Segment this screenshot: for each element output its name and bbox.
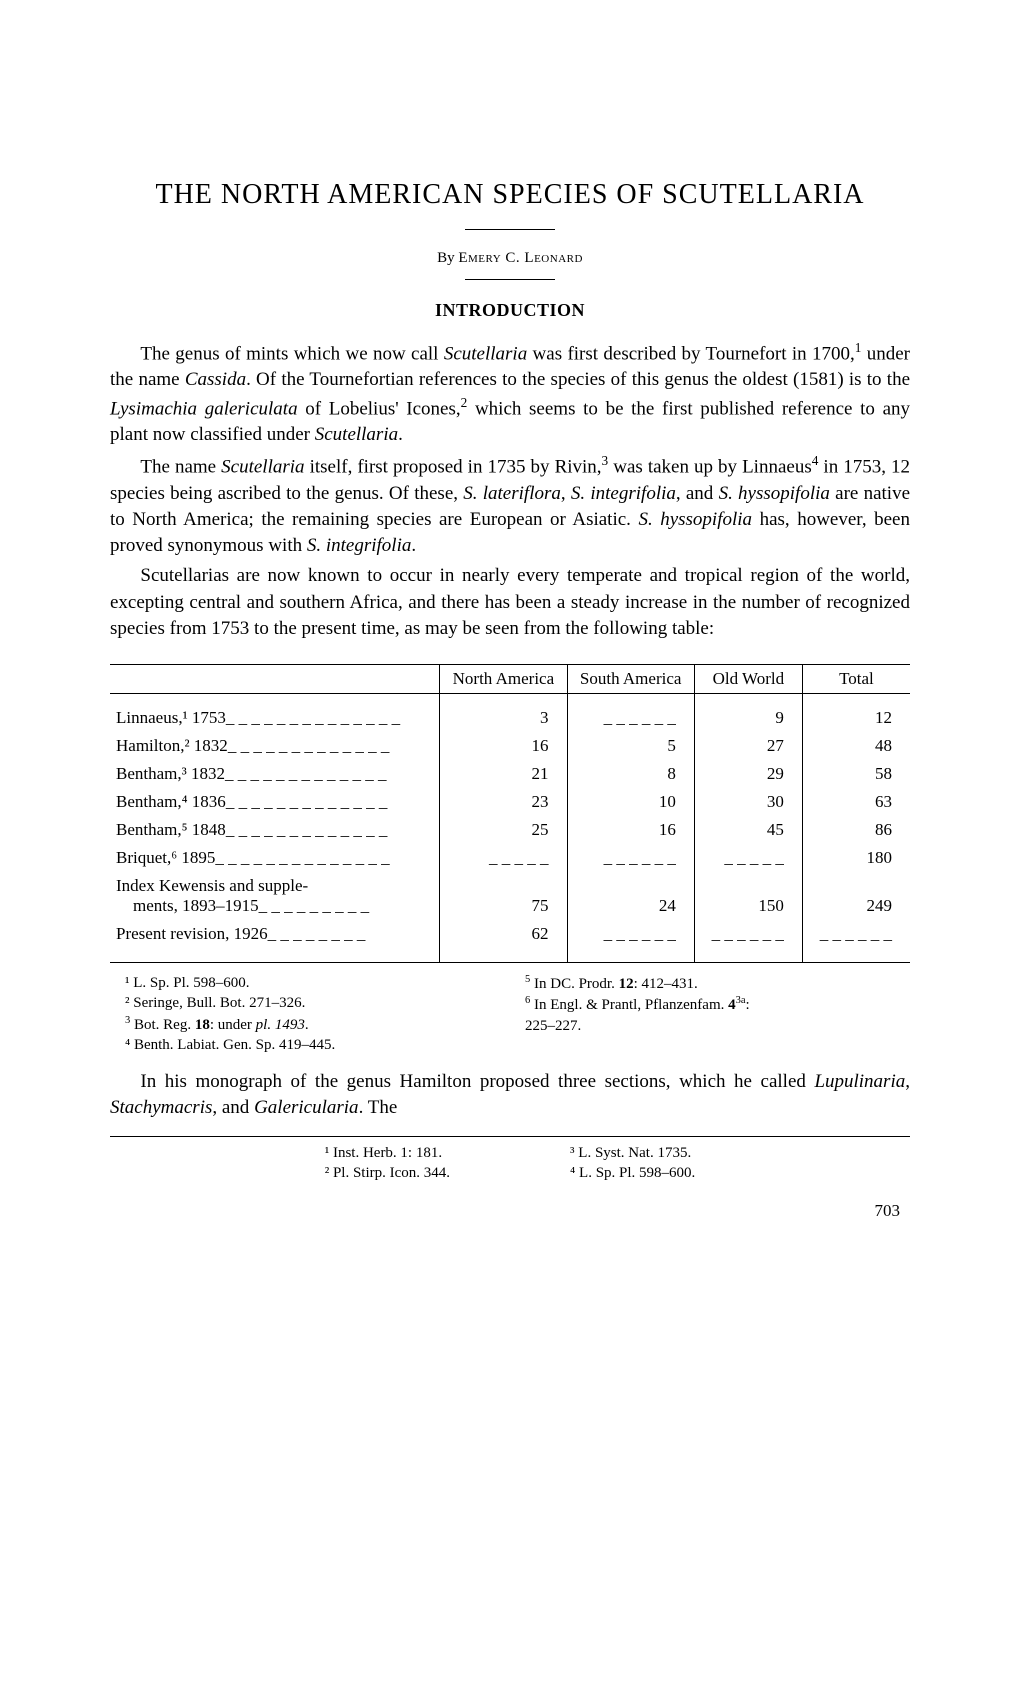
cell-ow: 45 (694, 816, 802, 844)
paragraph-1: The genus of mints which we now call Scu… (110, 339, 910, 449)
cell-tot: 249 (802, 872, 910, 920)
title-rule (465, 229, 555, 230)
cell-ow: 30 (694, 788, 802, 816)
table-fn: ¹ L. Sp. Pl. 598–600. (110, 973, 510, 993)
table-footnotes-left: ¹ L. Sp. Pl. 598–600. ² Seringe, Bull. B… (110, 973, 510, 1055)
col-south-america: South America (567, 665, 694, 694)
table-row: Bentham,³ 1832_ _ _ _ _ _ _ _ _ _ _ _ _ … (110, 760, 910, 788)
cell-tot: 48 (802, 732, 910, 760)
table-fn: ² Seringe, Bull. Bot. 271–326. (110, 993, 510, 1013)
cell-sa: 10 (567, 788, 694, 816)
col-total: Total (802, 665, 910, 694)
cell-ow: 9 (694, 694, 802, 733)
page-fn: ³ L. Syst. Nat. 1735. (570, 1143, 695, 1163)
table-row: Present revision, 1926_ _ _ _ _ _ _ _ 62… (110, 920, 910, 948)
cell-ow: _ _ _ _ _ _ (694, 920, 802, 948)
section-heading: INTRODUCTION (110, 300, 910, 321)
cell-label: Present revision, 1926_ _ _ _ _ _ _ _ (110, 920, 440, 948)
table-row: Briquet,⁶ 1895_ _ _ _ _ _ _ _ _ _ _ _ _ … (110, 844, 910, 872)
cell-sa: 16 (567, 816, 694, 844)
cell-sa: 24 (567, 872, 694, 920)
page-fn: ⁴ L. Sp. Pl. 598–600. (570, 1163, 695, 1183)
cell-label: Hamilton,² 1832_ _ _ _ _ _ _ _ _ _ _ _ _ (110, 732, 440, 760)
cell-label: Index Kewensis and supple- ments, 1893–1… (110, 872, 440, 920)
cell-label: Bentham,³ 1832_ _ _ _ _ _ _ _ _ _ _ _ _ (110, 760, 440, 788)
cell-ow: _ _ _ _ _ (694, 844, 802, 872)
page-fn: ² Pl. Stirp. Icon. 344. (325, 1163, 450, 1183)
page-footnotes-left: ¹ Inst. Herb. 1: 181. ² Pl. Stirp. Icon.… (325, 1143, 450, 1184)
page-fn: ¹ Inst. Herb. 1: 181. (325, 1143, 450, 1163)
cell-tot: _ _ _ _ _ _ (802, 920, 910, 948)
byline-rule (465, 279, 555, 280)
cell-tot: 58 (802, 760, 910, 788)
species-table: North America South America Old World To… (110, 664, 910, 963)
table-header-row: North America South America Old World To… (110, 665, 910, 694)
cell-na: 25 (440, 816, 567, 844)
cell-ow: 29 (694, 760, 802, 788)
byline-by: By (437, 250, 455, 266)
cell-sa: _ _ _ _ _ _ (567, 844, 694, 872)
table-row: Hamilton,² 1832_ _ _ _ _ _ _ _ _ _ _ _ _… (110, 732, 910, 760)
page-title: THE NORTH AMERICAN SPECIES OF SCUTELLARI… (110, 179, 910, 211)
col-source (110, 665, 440, 694)
cell-label: Bentham,⁵ 1848_ _ _ _ _ _ _ _ _ _ _ _ _ (110, 816, 440, 844)
footnote-rule (110, 1136, 910, 1137)
page-footnotes: ¹ Inst. Herb. 1: 181. ² Pl. Stirp. Icon.… (110, 1143, 910, 1184)
cell-na: 75 (440, 872, 567, 920)
cell-ow: 150 (694, 872, 802, 920)
page-number: 703 (110, 1201, 910, 1221)
byline-author: Emery C. Leonard (458, 250, 583, 266)
cell-na: 3 (440, 694, 567, 733)
cell-na: 23 (440, 788, 567, 816)
cell-sa: 8 (567, 760, 694, 788)
page-footnotes-right: ³ L. Syst. Nat. 1735. ⁴ L. Sp. Pl. 598–6… (570, 1143, 695, 1184)
cell-tot: 12 (802, 694, 910, 733)
cell-tot: 86 (802, 816, 910, 844)
cell-na: 16 (440, 732, 567, 760)
table-footnotes-right: 5 In DC. Prodr. 12: 412–431. 6 In Engl. … (510, 973, 910, 1055)
cell-na: 21 (440, 760, 567, 788)
cell-label: Briquet,⁶ 1895_ _ _ _ _ _ _ _ _ _ _ _ _ … (110, 844, 440, 872)
table-row: Linnaeus,¹ 1753_ _ _ _ _ _ _ _ _ _ _ _ _… (110, 694, 910, 733)
table-footnotes: ¹ L. Sp. Pl. 598–600. ² Seringe, Bull. B… (110, 973, 910, 1055)
table-bottom-rule (110, 948, 910, 963)
cell-sa: _ _ _ _ _ _ (567, 694, 694, 733)
cell-na: _ _ _ _ _ (440, 844, 567, 872)
paragraph-4: In his monograph of the genus Hamilton p… (110, 1069, 910, 1121)
table-fn: 3 Bot. Reg. 18: under pl. 1493. (110, 1014, 510, 1035)
cell-tot: 180 (802, 844, 910, 872)
col-north-america: North America (440, 665, 567, 694)
paragraph-3: Scutellarias are now known to occur in n… (110, 563, 910, 642)
table-row: Bentham,⁵ 1848_ _ _ _ _ _ _ _ _ _ _ _ _ … (110, 816, 910, 844)
cell-sa: 5 (567, 732, 694, 760)
byline: By Emery C. Leonard (110, 250, 910, 267)
cell-tot: 63 (802, 788, 910, 816)
table-fn: ⁴ Benth. Labiat. Gen. Sp. 419–445. (110, 1035, 510, 1055)
cell-sa: _ _ _ _ _ _ (567, 920, 694, 948)
cell-label: Bentham,⁴ 1836_ _ _ _ _ _ _ _ _ _ _ _ _ (110, 788, 440, 816)
cell-ow: 27 (694, 732, 802, 760)
table-row: Bentham,⁴ 1836_ _ _ _ _ _ _ _ _ _ _ _ _ … (110, 788, 910, 816)
table-fn: 5 In DC. Prodr. 12: 412–431. (510, 973, 910, 994)
col-old-world: Old World (694, 665, 802, 694)
cell-label: Linnaeus,¹ 1753_ _ _ _ _ _ _ _ _ _ _ _ _… (110, 694, 440, 733)
table-fn: 6 In Engl. & Prantl, Pflanzenfam. 43a: 2… (510, 994, 910, 1036)
paragraph-2: The name Scutellaria itself, first propo… (110, 452, 910, 559)
table-row: Index Kewensis and supple- ments, 1893–1… (110, 872, 910, 920)
cell-na: 62 (440, 920, 567, 948)
